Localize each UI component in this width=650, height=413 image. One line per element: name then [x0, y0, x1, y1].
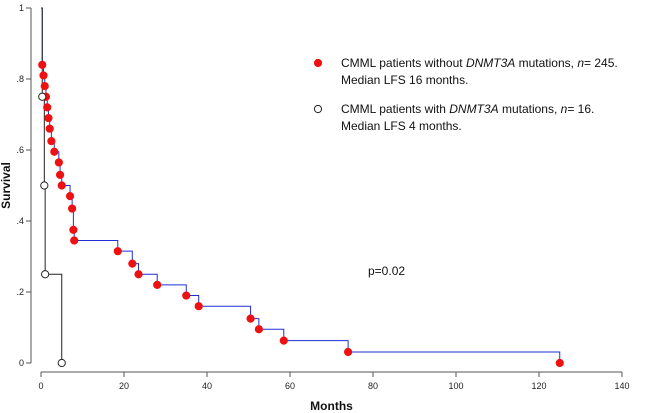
series-1-point [44, 113, 53, 123]
series-1-point [254, 325, 263, 334]
series-1-point [65, 192, 75, 201]
series-1-point [43, 103, 52, 112]
x-tick-label: 0 [38, 381, 43, 391]
series-1-point [182, 291, 191, 300]
x-tick-label: 140 [614, 381, 629, 391]
series-2-point [40, 181, 49, 190]
series-1-point [69, 225, 78, 234]
legend-text-segment: DNMT3A [449, 102, 498, 116]
legend-label-series-1: CMML patients without DNMT3A mutations, … [341, 56, 618, 70]
series-1-point [555, 358, 564, 368]
p-value-annotation: p=0.02 [368, 264, 405, 278]
axes: 0 20 40 60 80 100 120 140 0 .2 .4 .6 .8 1 [16, 3, 629, 391]
series-1-point [45, 124, 54, 133]
x-tick-label: 40 [202, 381, 212, 391]
series-1-point [70, 236, 79, 245]
series-2-point [38, 92, 47, 101]
series-1-point [55, 170, 65, 179]
x-tick-label: 120 [531, 381, 546, 391]
legend-text-segment: Median LFS 16 months. [341, 73, 468, 87]
x-axis-title: Months [310, 399, 353, 413]
series-1-point [57, 181, 66, 190]
legend-label-series-1: Median LFS 16 months. [341, 73, 468, 87]
series-1-point [40, 82, 49, 91]
series-1-point [50, 147, 59, 156]
legend-text-segment: Median LFS 4 months. [341, 119, 462, 133]
series-2-point [57, 358, 66, 368]
legend-text-segment: mutations, [499, 102, 561, 116]
y-tick-label: 1 [19, 3, 24, 13]
legend-label-series-2: CMML patients with DNMT3A mutations, n= … [341, 102, 594, 116]
legend-text-segment: CMML patients with [341, 102, 449, 116]
series-1-point [128, 259, 137, 268]
series-1-point [344, 347, 353, 357]
x-tick-label: 20 [119, 381, 129, 391]
series-2-point [41, 270, 50, 279]
x-tick-label: 80 [368, 381, 378, 391]
series-1-point [153, 280, 162, 289]
y-axis-ticks: 0 .2 .4 .6 .8 1 [16, 3, 31, 368]
legend-text-segment: DNMT3A [466, 56, 515, 70]
series-layer [38, 7, 564, 368]
y-axis-title: Survival [0, 162, 13, 209]
y-tick-label: .8 [16, 74, 24, 84]
legend-text-segment: mutations, [515, 56, 577, 70]
series-1-point [38, 60, 47, 69]
series-1-point [279, 336, 288, 345]
series-1-point [68, 204, 77, 213]
series-1-point [194, 302, 203, 311]
legend-text-segment: CMML patients without [341, 56, 466, 70]
legend-label-series-2: Median LFS 4 months. [341, 119, 462, 133]
y-tick-label: .2 [16, 287, 24, 297]
x-tick-label: 60 [285, 381, 295, 391]
series-1-point [113, 247, 122, 256]
series-1-point [134, 270, 143, 279]
legend-text-segment: = 245. [584, 56, 618, 70]
x-axis-ticks: 0 20 40 60 80 100 120 140 [38, 372, 630, 391]
legend-text-segment: = 16. [567, 102, 594, 116]
legend-marker-series-2 [313, 104, 323, 114]
y-tick-label: .4 [16, 216, 24, 226]
series-1-point [246, 314, 255, 323]
series-1-point [39, 71, 48, 80]
legend-marker-series-1 [313, 58, 323, 68]
x-tick-label: 100 [448, 381, 463, 391]
series-1-point [54, 158, 63, 167]
legend: CMML patients without DNMT3A mutations, … [313, 56, 618, 133]
y-tick-label: .6 [16, 145, 24, 155]
legend-text-segment: n [577, 56, 584, 70]
series-1-point [47, 137, 56, 146]
y-tick-label: 0 [19, 358, 24, 368]
legend-text-segment: n [561, 102, 568, 116]
